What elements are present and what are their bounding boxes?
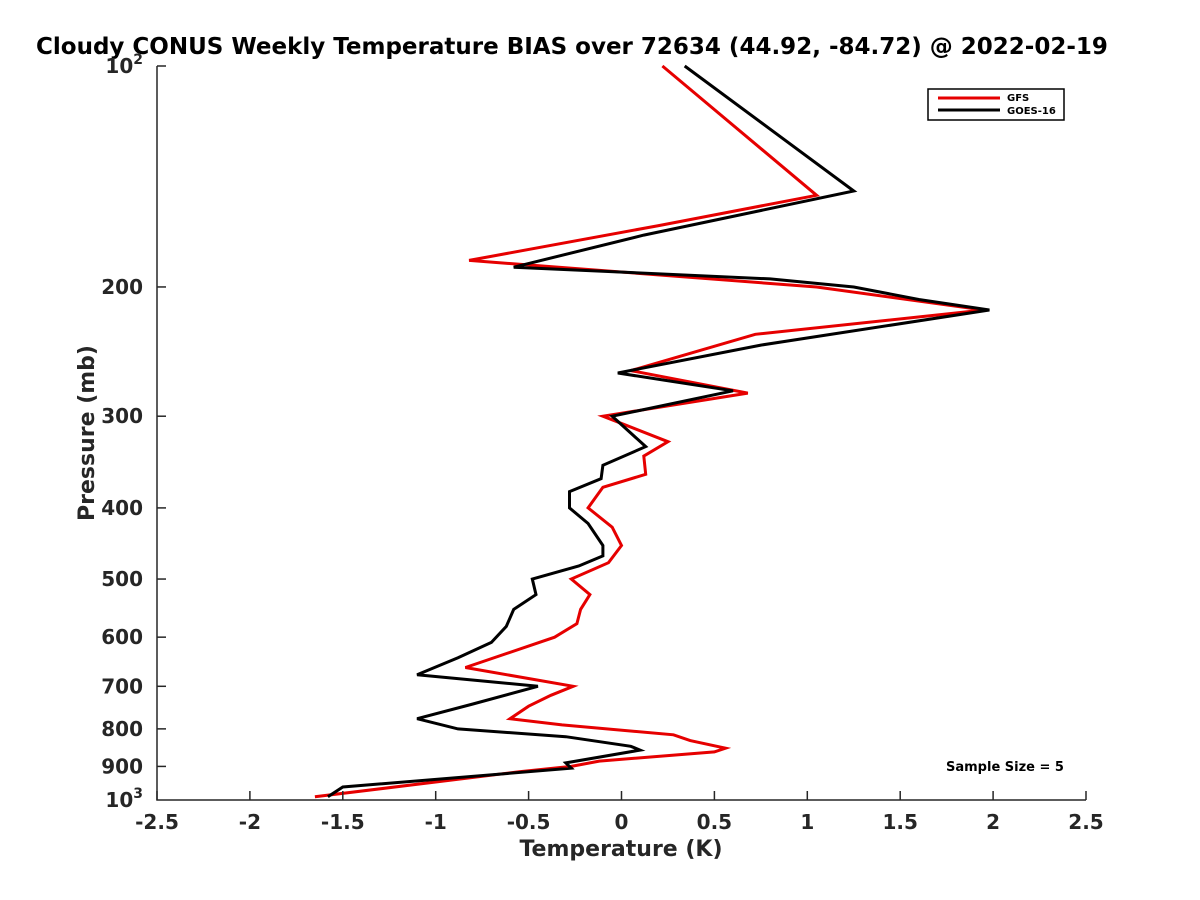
y-tick-label-exponent: 2 (133, 52, 143, 68)
x-axis-label: Temperature (K) (519, 837, 722, 862)
x-tick-label: -0.5 (507, 810, 551, 834)
legend: GFS GOES-16 (927, 88, 1065, 121)
x-tick-label: 0.5 (697, 810, 732, 834)
y-tick-label-base: 300 (101, 404, 143, 428)
y-tick-label-base: 600 (101, 625, 143, 649)
x-axis-ticks: -2.5 -2 -1.5 -1 -0.5 0 0.5 1 1.5 2 2.5 (135, 791, 1104, 834)
series-line-gfs (314, 64, 985, 799)
chart-title: Cloudy CONUS Weekly Temperature BIAS ove… (36, 34, 1108, 60)
series-layer (314, 64, 990, 799)
axes-frame (156, 66, 1086, 801)
x-tick-label: 2.5 (1068, 810, 1103, 834)
y-tick-label-base: 500 (101, 567, 143, 591)
x-tick-label: 2 (986, 810, 1000, 834)
legend-box (927, 88, 1065, 121)
x-tick-label: 1 (800, 810, 814, 834)
y-tick-label: 200 (101, 275, 143, 299)
y-tick-label-base: 10 (105, 54, 133, 78)
y-tick-label: 300 (101, 404, 143, 428)
x-tick-label: -1 (425, 810, 447, 834)
y-tick-label-exponent: 3 (133, 786, 143, 802)
x-tick-label: 0 (615, 810, 629, 834)
x-tick-label: -2 (239, 810, 261, 834)
y-tick-label-base: 200 (101, 275, 143, 299)
y-axis-label: Pressure (mb) (75, 345, 100, 521)
x-tick-label: -1.5 (321, 810, 365, 834)
sample-size-annotation: Sample Size = 5 (946, 760, 1064, 775)
y-tick-label-base: 10 (105, 788, 133, 812)
x-tick-label: -2.5 (135, 810, 179, 834)
y-tick-label: 103 (105, 786, 143, 812)
y-tick-label: 500 (101, 567, 143, 591)
y-tick-label-base: 900 (101, 754, 143, 778)
y-tick-label: 700 (101, 674, 143, 698)
y-tick-label-base: 800 (101, 717, 143, 741)
y-tick-label-base: 400 (101, 496, 143, 520)
legend-label-gfs: GFS (1007, 93, 1029, 104)
x-tick-label: 1.5 (882, 810, 917, 834)
y-tick-label: 102 (105, 52, 143, 78)
y-tick-label: 400 (101, 496, 143, 520)
y-tick-label: 800 (101, 717, 143, 741)
series-line-goes-16 (327, 64, 990, 799)
y-tick-label: 600 (101, 625, 143, 649)
y-tick-label: 900 (101, 754, 143, 778)
legend-label-goes-16: GOES-16 (1007, 106, 1056, 117)
y-tick-label-base: 700 (101, 674, 143, 698)
